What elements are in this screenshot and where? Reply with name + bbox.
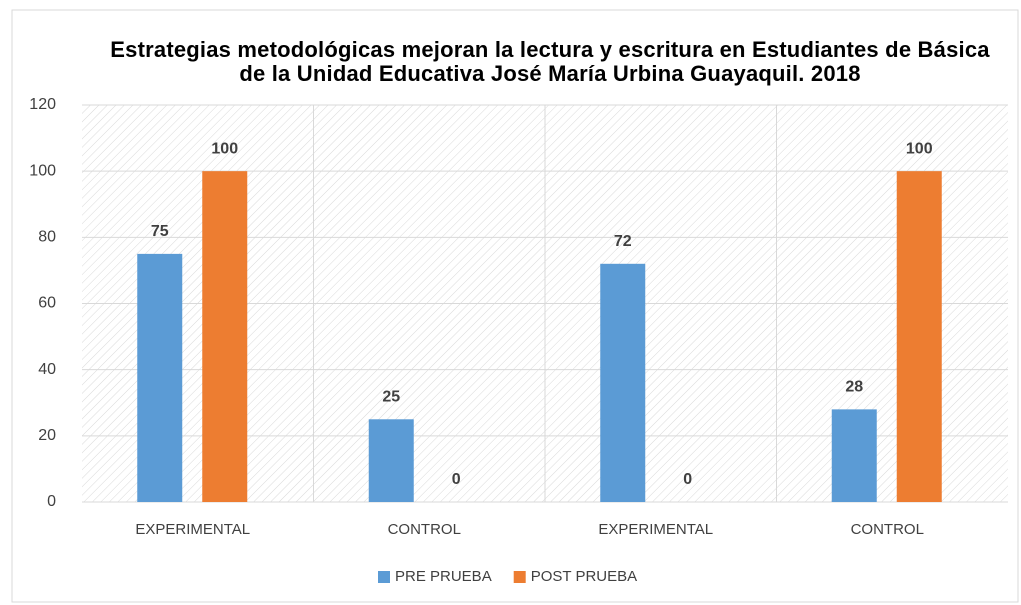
x-tick-label: EXPERIMENTAL: [598, 521, 713, 538]
x-tick-label: EXPERIMENTAL: [135, 521, 250, 538]
value-label: 0: [683, 471, 692, 488]
bar: [831, 409, 877, 502]
value-label: 75: [151, 223, 169, 240]
y-tick-label: 100: [29, 162, 56, 179]
x-tick-label: CONTROL: [388, 521, 461, 538]
y-tick-label: 60: [38, 295, 56, 312]
value-label: 72: [614, 233, 632, 250]
bar: [202, 171, 248, 502]
y-tick-label: 120: [29, 96, 56, 113]
x-tick-label: CONTROL: [851, 521, 924, 538]
bar: [600, 263, 646, 502]
y-tick-label: 80: [38, 229, 56, 246]
legend-label: POST PRUEBA: [531, 568, 637, 585]
value-label: 25: [382, 389, 400, 406]
y-tick-label: 20: [38, 427, 56, 444]
y-tick-label: 40: [38, 361, 56, 378]
legend-swatch: [513, 571, 526, 583]
value-label: 100: [906, 140, 933, 157]
value-label: 100: [211, 140, 238, 157]
legend-label: PRE PRUEBA: [395, 568, 492, 585]
y-tick-label: 0: [47, 493, 56, 510]
chart-title: Estrategias metodológicas mejoran la lec…: [110, 37, 990, 86]
bar: [137, 253, 183, 502]
bar: [896, 171, 942, 502]
bar: [368, 419, 414, 502]
value-label: 28: [845, 379, 863, 396]
legend-swatch: [378, 571, 390, 583]
value-label: 0: [452, 471, 461, 488]
chart-border: [11, 9, 1019, 603]
